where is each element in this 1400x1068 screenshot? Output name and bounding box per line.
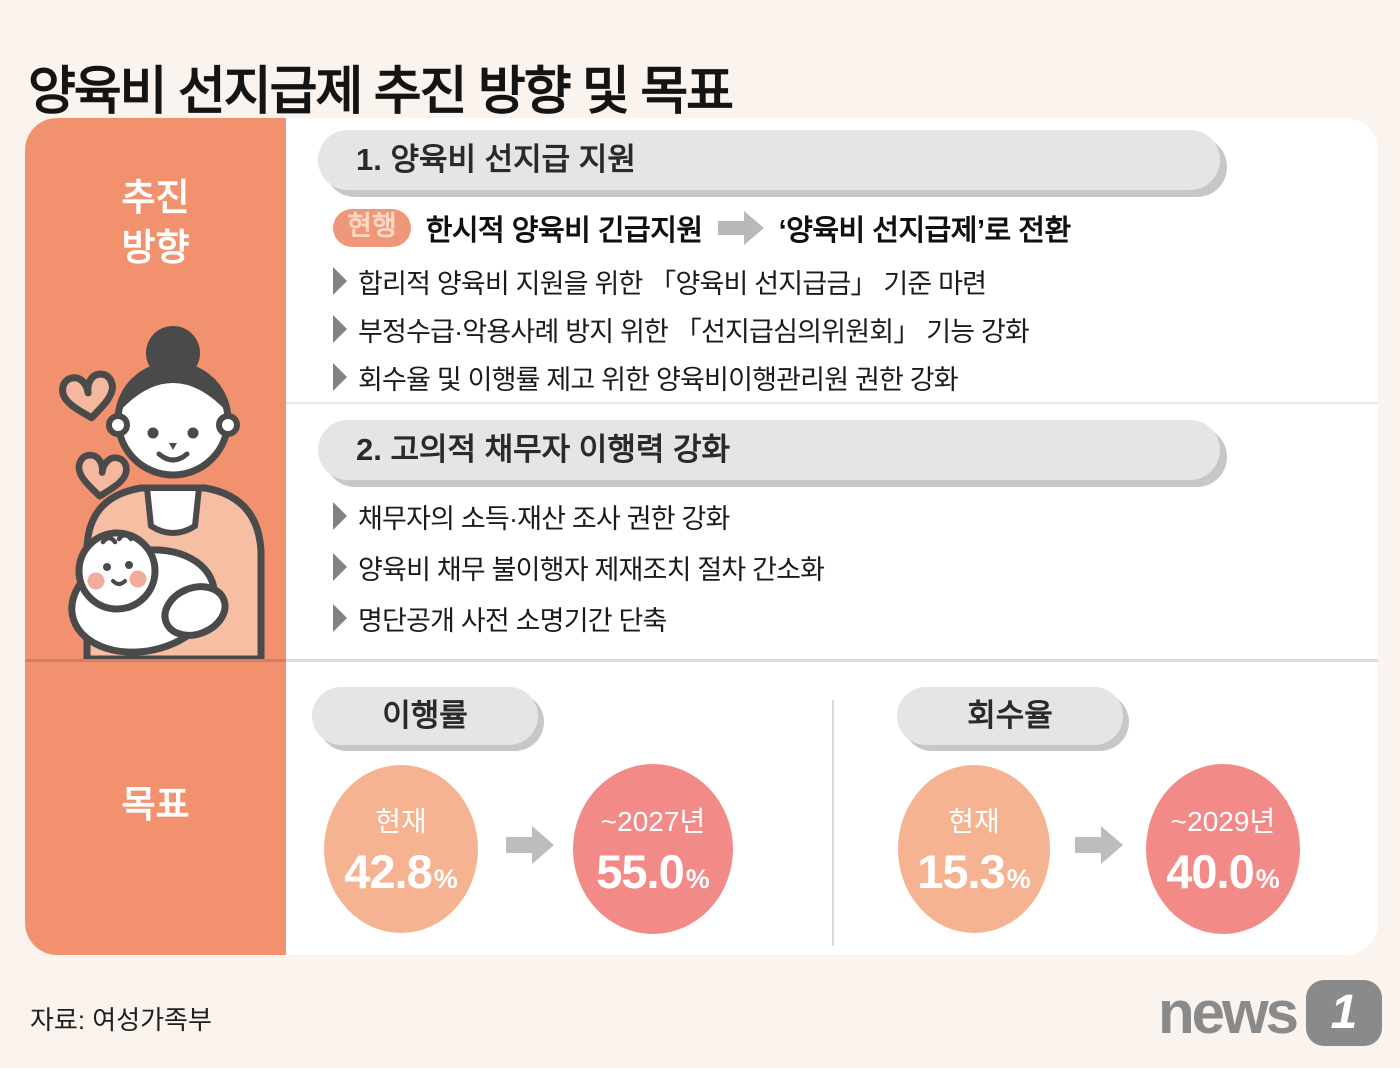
bullet-text: 명단공개 사전 소명기간 단축 xyxy=(358,605,667,636)
section2-title: 2. 고의적 채무자 이행력 강화 xyxy=(356,432,731,467)
page-title: 양육비 선지급제 추진 방향 및 목표 xyxy=(28,62,734,121)
circle-value: 55.0 xyxy=(596,844,684,898)
sidebar-label-direction: 추진 방향 xyxy=(121,177,190,268)
list-item: 합리적 양육비 지원을 위한 「양육비 선지급금」 기준 마련 xyxy=(333,264,987,299)
heart-icon xyxy=(75,451,130,500)
circle-unit: % xyxy=(1255,863,1280,894)
current-badge: 현행 xyxy=(333,209,411,247)
goal-label: 회수율 xyxy=(967,698,1053,733)
list-item: 채무자의 소득·재산 조사 권한 강화 xyxy=(333,499,730,534)
flow-to-text: ‘양육비 선지급제’로 전환 xyxy=(778,215,1072,247)
circle-unit: % xyxy=(433,863,458,894)
bullet-triangle-icon xyxy=(333,502,347,530)
bullet-triangle-icon xyxy=(333,604,347,632)
bullet-triangle-icon xyxy=(333,267,347,295)
right-arrow-icon xyxy=(1075,826,1123,864)
row-divider xyxy=(25,659,1378,662)
sidebar: 추진 방향 xyxy=(25,118,286,955)
circle-unit: % xyxy=(685,863,710,894)
goal-pill-compliance: 이행률 xyxy=(312,687,538,745)
source-credit: 자료: 여성가족부 xyxy=(30,1005,212,1035)
section1-title: 1. 양육비 선지급 지원 xyxy=(356,142,636,177)
list-item: 명단공개 사전 소명기간 단축 xyxy=(333,601,667,636)
circle-value: 42.8 xyxy=(344,844,432,898)
circle-value: 15.3 xyxy=(917,844,1005,898)
recovery-target-circle: ~2029년 40.0 % xyxy=(1146,764,1300,934)
bullet-text: 채무자의 소득·재산 조사 권한 강화 xyxy=(358,503,730,534)
list-item: 회수율 및 이행률 제고 위한 양육비이행관리원 권한 강화 xyxy=(333,360,959,395)
bullet-triangle-icon xyxy=(333,553,347,581)
section1-flow: 현행 한시적 양육비 긴급지원 ‘양육비 선지급제’로 전환 xyxy=(333,208,1071,248)
heart-icon xyxy=(59,370,116,422)
recovery-current-circle: 현재 15.3 % xyxy=(898,765,1050,933)
list-item: 양육비 채무 불이행자 제재조치 절차 간소화 xyxy=(333,550,825,585)
right-arrow-icon xyxy=(717,211,764,245)
circle-value: 40.0 xyxy=(1166,844,1254,898)
circle-unit: % xyxy=(1006,863,1031,894)
section1-header-pill: 1. 양육비 선지급 지원 xyxy=(318,130,1220,190)
sidebar-label-goal: 목표 xyxy=(121,784,190,825)
mother-baby-illustration xyxy=(59,326,265,659)
bullet-text: 합리적 양육비 지원을 위한 「양육비 선지급금」 기준 마련 xyxy=(358,268,987,299)
compliance-target-circle: ~2027년 55.0 % xyxy=(573,764,733,934)
flow-from-text: 한시적 양육비 긴급지원 xyxy=(425,215,703,247)
circle-label: ~2027년 xyxy=(600,805,706,837)
news1-logo-number: 1 xyxy=(1330,986,1358,1039)
right-arrow-icon xyxy=(506,826,554,864)
circle-label: 현재 xyxy=(948,805,1000,837)
list-item: 부정수급·악용사례 방지 위한 「선지급심의위원회」 기능 강화 xyxy=(333,312,1030,347)
news1-logo: news 1 xyxy=(1158,980,1382,1046)
circle-label: 현재 xyxy=(375,805,427,837)
bullet-text: 회수율 및 이행률 제고 위한 양육비이행관리원 권한 강화 xyxy=(358,364,959,395)
goal-label: 이행률 xyxy=(382,698,468,733)
vertical-divider xyxy=(832,700,834,946)
bullet-triangle-icon xyxy=(333,315,347,343)
compliance-current-circle: 현재 42.8 % xyxy=(324,765,478,933)
infographic-card: 추진 방향 xyxy=(25,118,1378,955)
news1-logo-one-icon: 1 xyxy=(1306,980,1382,1046)
section-divider xyxy=(286,402,1378,404)
bullet-triangle-icon xyxy=(333,363,347,391)
section2-header-pill: 2. 고의적 채무자 이행력 강화 xyxy=(318,420,1220,480)
bullet-text: 양육비 채무 불이행자 제재조치 절차 간소화 xyxy=(358,554,825,585)
news1-logo-text: news xyxy=(1157,979,1299,1046)
goal-pill-recovery: 회수율 xyxy=(897,687,1123,745)
circle-label: ~2029년 xyxy=(1170,805,1276,837)
bullet-text: 부정수급·악용사례 방지 위한 「선지급심의위원회」 기능 강화 xyxy=(358,316,1030,347)
